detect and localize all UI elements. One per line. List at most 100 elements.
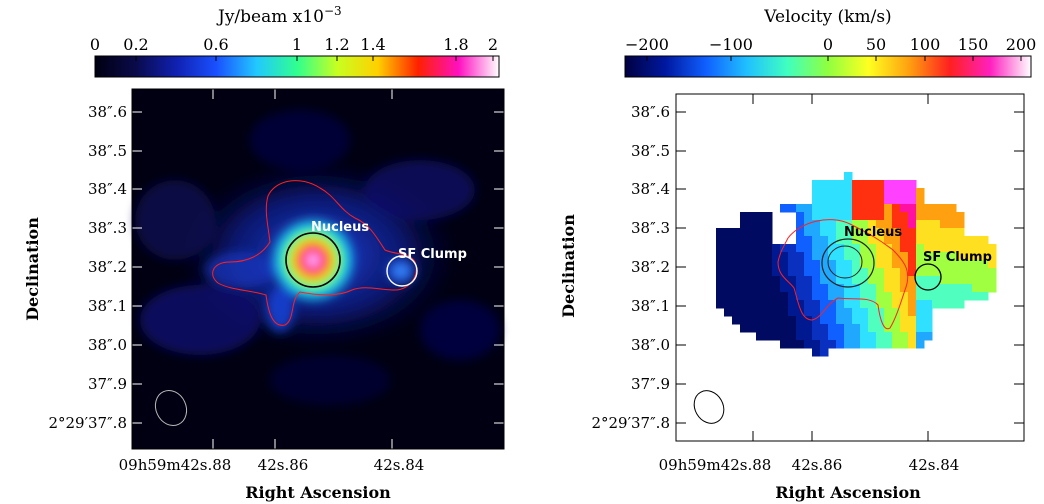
velocity-pixel	[772, 316, 781, 325]
velocity-pixel	[908, 292, 917, 301]
right-dec-tick-label: 38″.0	[631, 336, 670, 354]
velocity-pixel	[716, 236, 725, 245]
velocity-pixel	[964, 236, 973, 245]
velocity-pixel	[756, 332, 765, 341]
velocity-pixel	[916, 204, 925, 213]
velocity-pixel	[812, 300, 821, 309]
velocity-pixel	[980, 276, 989, 285]
velocity-pixel	[828, 204, 837, 213]
velocity-pixel	[900, 276, 909, 285]
velocity-pixel	[892, 228, 901, 237]
velocity-pixel	[932, 276, 941, 285]
velocity-pixel	[908, 340, 917, 349]
velocity-pixel	[868, 340, 877, 349]
velocity-pixel	[948, 204, 957, 213]
velocity-pixel	[964, 284, 973, 293]
velocity-pixel	[924, 292, 933, 301]
velocity-pixel	[868, 244, 877, 253]
left-nucleus-label: Nucleus	[311, 220, 369, 235]
right-dec-tick-label: 38″.6	[631, 103, 670, 121]
velocity-pixel	[916, 252, 925, 261]
velocity-pixel	[908, 236, 917, 245]
velocity-pixel	[772, 300, 781, 309]
velocity-pixel	[868, 228, 877, 237]
velocity-pixel	[804, 308, 813, 317]
velocity-pixel	[796, 212, 805, 221]
velocity-pixel	[956, 276, 965, 285]
right-colorbar-tick-label: 50	[866, 35, 886, 54]
velocity-pixel	[860, 276, 869, 285]
velocity-pixel	[860, 196, 869, 205]
left-intensity-map: Nucleus SF Clump	[131, 88, 505, 450]
velocity-pixel	[852, 220, 861, 229]
left-emission-blob-h	[205, 252, 275, 288]
velocity-pixel	[924, 324, 933, 333]
velocity-pixel	[860, 308, 869, 317]
velocity-pixel	[748, 212, 757, 221]
velocity-pixel	[892, 284, 901, 293]
velocity-pixel	[740, 284, 749, 293]
velocity-pixel	[804, 276, 813, 285]
left-emission-blob-d	[420, 300, 500, 360]
velocity-pixel	[812, 324, 821, 333]
velocity-pixel	[748, 228, 757, 237]
velocity-pixel	[764, 268, 773, 277]
velocity-pixel	[892, 204, 901, 213]
velocity-pixel	[740, 300, 749, 309]
left-emission-blob-f	[250, 110, 350, 170]
right-colorbar-tick-label: 150	[958, 35, 989, 54]
velocity-pixel	[804, 244, 813, 253]
left-y-axis-label: Declination	[23, 217, 42, 321]
velocity-pixel	[868, 220, 877, 229]
velocity-pixel	[956, 260, 965, 269]
velocity-pixel	[828, 292, 837, 301]
velocity-pixel	[916, 236, 925, 245]
velocity-pixel	[948, 212, 957, 221]
velocity-pixel	[820, 204, 829, 213]
velocity-pixel	[812, 340, 821, 349]
velocity-pixel	[860, 332, 869, 341]
left-dec-tick-label: 38″.0	[88, 336, 127, 354]
velocity-pixel	[900, 292, 909, 301]
velocity-pixel	[804, 236, 813, 245]
velocity-pixel	[988, 268, 997, 277]
velocity-pixel	[812, 284, 821, 293]
velocity-pixel	[820, 252, 829, 261]
right-nucleus-label: Nucleus	[844, 225, 902, 240]
right-colorbar-tick-label: −200	[625, 35, 669, 54]
velocity-pixel	[860, 236, 869, 245]
left-colorbar-tick-label: 2	[488, 35, 498, 54]
velocity-pixel	[916, 292, 925, 301]
velocity-pixel	[892, 188, 901, 197]
velocity-pixel	[812, 244, 821, 253]
velocity-pixel	[860, 300, 869, 309]
velocity-pixel	[900, 316, 909, 325]
velocity-pixel	[972, 236, 981, 245]
velocity-pixel	[932, 228, 941, 237]
velocity-pixel	[836, 292, 845, 301]
velocity-pixel	[748, 276, 757, 285]
velocity-pixel	[948, 292, 957, 301]
velocity-pixel	[892, 308, 901, 317]
velocity-pixel	[756, 212, 765, 221]
velocity-pixel	[900, 332, 909, 341]
velocity-pixel	[756, 252, 765, 261]
velocity-pixel	[772, 244, 781, 253]
velocity-pixel	[884, 268, 893, 277]
velocity-pixel	[956, 212, 965, 221]
velocity-pixel	[868, 180, 877, 189]
velocity-pixel	[828, 252, 837, 261]
velocity-pixel	[780, 244, 789, 253]
velocity-pixel	[820, 276, 829, 285]
velocity-pixel	[876, 260, 885, 269]
velocity-pixel	[852, 316, 861, 325]
velocity-pixel	[820, 340, 829, 349]
velocity-pixel	[876, 196, 885, 205]
velocity-pixel	[748, 244, 757, 253]
velocity-pixel	[908, 276, 917, 285]
velocity-pixel	[876, 180, 885, 189]
velocity-pixel	[860, 228, 869, 237]
velocity-pixel	[836, 252, 845, 261]
left-dec-tick-labels: 38″.6 38″.5 38″.4 38″.3 38″.2 38″.1 38″.0 37″.9…	[48, 103, 127, 432]
left-plot-frame	[131, 88, 505, 450]
